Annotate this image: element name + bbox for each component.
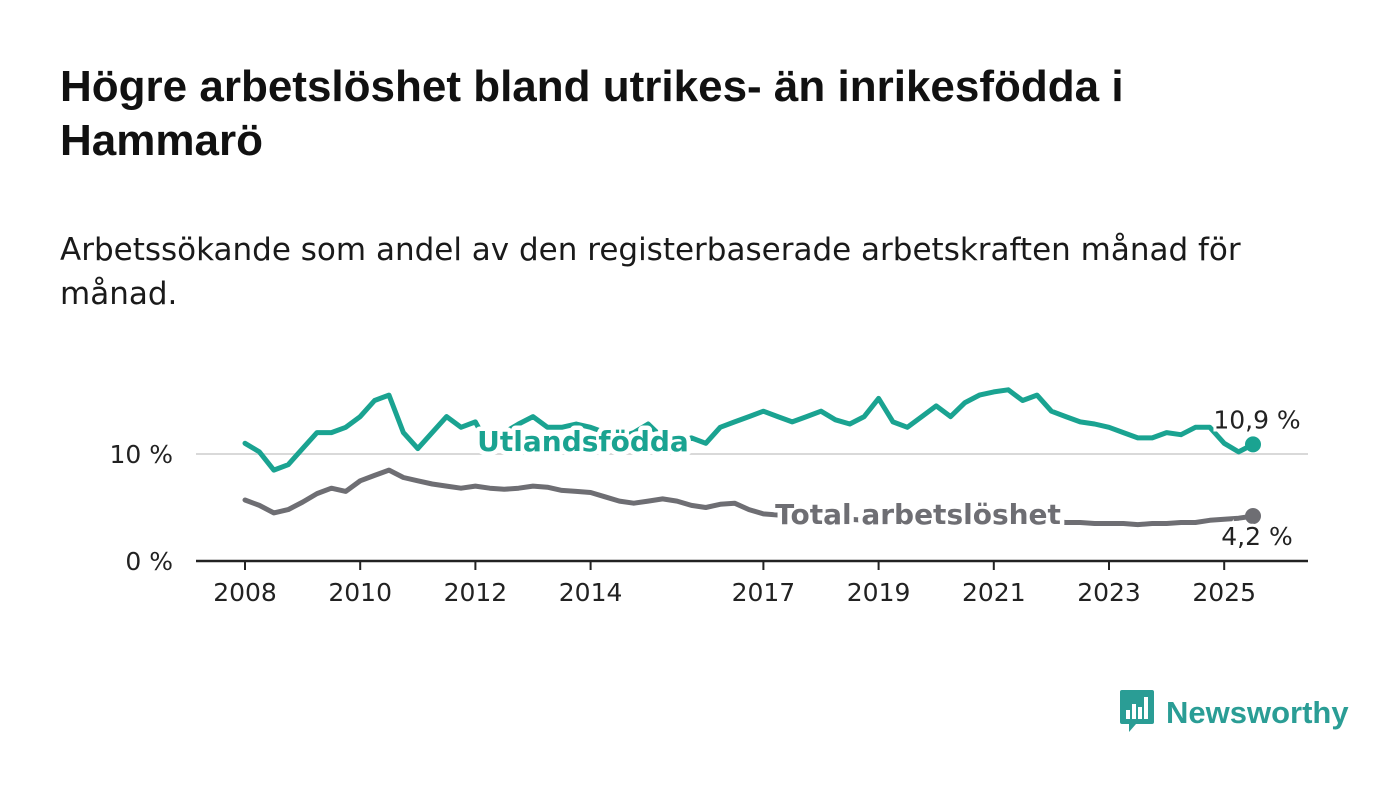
chart-subtitle: Arbetssökande som andel av den registerb… (60, 232, 1241, 312)
newsworthy-logo[interactable]: Newsworthy (1118, 690, 1349, 736)
label-layer: 10,9 % 4,2 % Utlandsfödda Total arbetslöshe… (473, 402, 1304, 554)
y-tick-label: 10 % (109, 440, 173, 469)
series-total-end-label: 4,2 % (1221, 522, 1292, 551)
x-tick-label: 2017 (732, 578, 796, 607)
y-tick-label: 0 % (125, 547, 173, 576)
x-tick-label: 2014 (559, 578, 623, 607)
series-utlandsfodda-line (242, 387, 1256, 473)
axis-layer: 0 % 10 % 2008 2010 2012 2014 2017 2019 2021 2023 2… (109, 440, 1308, 607)
series-utlandsfodda-end-dot (1245, 436, 1261, 453)
series-total-end-dot (1245, 508, 1261, 525)
series-layer (242, 387, 1261, 528)
chart-title: Högre arbetslöshet bland utrikes- än inr… (60, 62, 1124, 165)
series-total-line (242, 467, 1256, 528)
x-tick-label: 2012 (444, 578, 508, 607)
x-tick-label: 2019 (847, 578, 911, 607)
x-tick-label: 2023 (1077, 578, 1141, 607)
x-tick-label: 2010 (328, 578, 392, 607)
newsworthy-logo-icon (1118, 688, 1156, 738)
x-tick-label: 2021 (962, 578, 1026, 607)
series-utlandsfodda-end-label: 10,9 % (1213, 405, 1300, 434)
x-tick-label: 2008 (213, 578, 277, 607)
series-total-name-label: Total arbetslöshet (775, 498, 1061, 531)
series-utlandsfodda-name-label: Utlandsfödda (477, 425, 689, 458)
newsworthy-logo-text: Newsworthy (1166, 695, 1349, 730)
x-tick-label: 2025 (1192, 578, 1256, 607)
